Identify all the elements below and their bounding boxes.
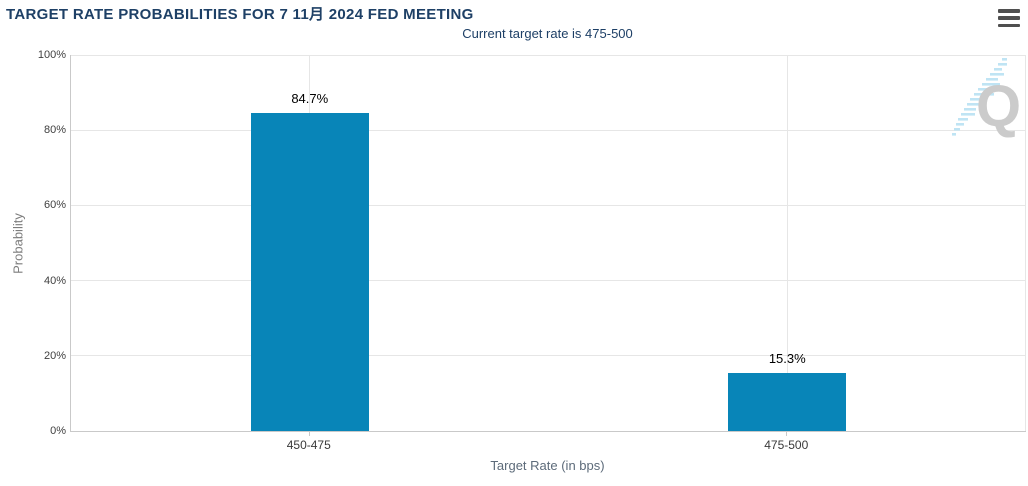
hamburger-menu-icon [998,9,1020,13]
x-tick-label: 475-500 [764,438,809,452]
plot-area: 84.7% 15.3% [70,54,1026,432]
x-axis-title: Target Rate (in bps) [490,458,605,473]
y-gridline [71,280,1026,282]
y-tick-label: 100% [37,49,66,61]
y-tick-label: 0% [50,425,66,437]
y-gridline [71,54,1026,56]
bar-value-label: 15.3% [768,351,806,367]
x-gridline [786,55,788,431]
x-axis-tick [308,431,310,436]
bar-450-475[interactable] [250,112,369,431]
plot-right-border [1025,55,1026,431]
x-axis-tick [786,431,788,436]
y-tick-label: 40% [43,274,66,287]
y-tick-label: 80% [43,124,66,137]
bar-value-label: 84.7% [291,90,329,106]
y-gridline [71,355,1026,357]
y-gridline [71,204,1026,206]
hamburger-menu-icon [998,16,1020,20]
bar-475-500[interactable] [728,373,847,431]
chart-subtitle: Current target rate is 475-500 [462,26,633,41]
y-tick-label: 60% [43,199,66,212]
hamburger-menu-button[interactable] [996,7,1022,29]
y-gridline [71,129,1026,131]
x-tick-label: 450-475 [286,438,331,452]
chart-title: TARGET RATE PROBABILITIES FOR 7 11月 2024… [6,6,474,23]
hamburger-menu-icon [998,23,1020,27]
y-tick-label: 20% [43,349,66,362]
y-axis-title: Probability [10,213,26,274]
